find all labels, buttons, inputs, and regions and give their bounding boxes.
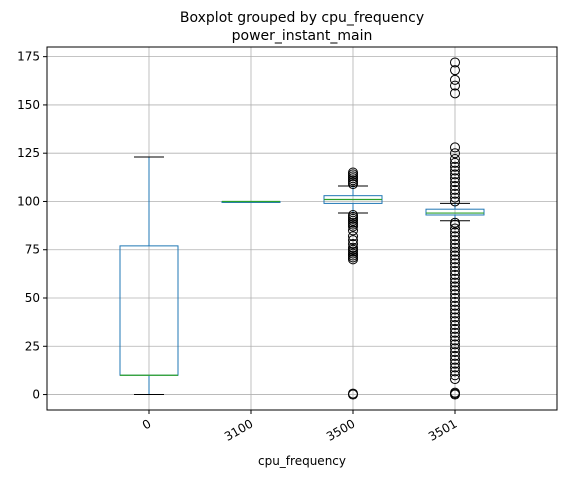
flier-point xyxy=(450,242,460,253)
flier-point xyxy=(450,374,460,385)
flier-point xyxy=(348,242,358,253)
flier-point xyxy=(450,231,460,242)
flier-point xyxy=(450,142,460,153)
flier-point xyxy=(450,320,460,331)
flier-point xyxy=(450,165,460,176)
flier-point xyxy=(450,223,460,234)
flier-point xyxy=(450,289,460,300)
flier-point xyxy=(450,238,460,249)
flier-point xyxy=(450,227,460,238)
flier-point xyxy=(348,235,358,246)
x-tick-label: 3501 xyxy=(426,416,459,443)
flier-point xyxy=(450,316,460,327)
chart-subtitle: power_instant_main xyxy=(232,28,373,44)
flier-point xyxy=(348,231,358,242)
flier-point xyxy=(348,209,358,220)
flier-point xyxy=(450,254,460,265)
flier-point xyxy=(450,350,460,361)
y-tick-label: 75 xyxy=(25,243,40,257)
flier-point xyxy=(450,362,460,373)
flier-point xyxy=(450,339,460,350)
x-tick-label: 3500 xyxy=(324,416,357,443)
flier-point xyxy=(450,184,460,195)
flier-point xyxy=(450,370,460,381)
flier-point xyxy=(450,161,460,172)
flier-point xyxy=(450,285,460,296)
flier-point xyxy=(348,167,358,178)
flier-point xyxy=(450,358,460,369)
flier-point xyxy=(450,57,460,68)
flier-point xyxy=(450,153,460,164)
flier-point xyxy=(450,80,460,91)
flier-point xyxy=(450,347,460,358)
flier-point xyxy=(450,188,460,199)
y-tick-label: 100 xyxy=(17,194,40,208)
flier-point xyxy=(450,217,460,228)
flier-point xyxy=(450,308,460,319)
flier-point xyxy=(450,277,460,288)
flier-point xyxy=(450,88,460,99)
flier-point xyxy=(450,354,460,365)
chart-title: Boxplot grouped by cpu_frequency xyxy=(180,10,424,26)
flier-point xyxy=(450,181,460,192)
flier-point xyxy=(450,312,460,323)
flier-point xyxy=(450,169,460,180)
flier-point xyxy=(450,281,460,292)
flier-point xyxy=(450,300,460,311)
flier-point xyxy=(450,74,460,85)
flier-point xyxy=(450,250,460,261)
y-tick-label: 50 xyxy=(25,291,40,305)
flier-point xyxy=(450,323,460,334)
flier-point xyxy=(450,148,460,159)
flier-point xyxy=(348,238,358,249)
y-tick-label: 150 xyxy=(17,98,40,112)
flier-point xyxy=(450,269,460,280)
y-tick-label: 0 xyxy=(32,388,40,402)
flier-point xyxy=(450,235,460,246)
flier-point xyxy=(450,387,460,398)
flier-point xyxy=(450,262,460,273)
flier-point xyxy=(450,331,460,342)
flier-point xyxy=(450,343,460,354)
flier-point xyxy=(450,157,460,168)
flier-point xyxy=(450,296,460,307)
flier-point xyxy=(450,65,460,76)
flier-point xyxy=(348,225,358,236)
x-tick-label: 0 xyxy=(140,416,154,432)
y-tick-label: 125 xyxy=(17,146,40,160)
flier-point xyxy=(450,327,460,338)
flier-point xyxy=(450,258,460,269)
box-body xyxy=(425,208,485,216)
x-axis-label: cpu_frequency xyxy=(258,454,346,468)
flier-point xyxy=(450,177,460,188)
flier-point xyxy=(450,246,460,257)
flier-point xyxy=(450,293,460,304)
y-tick-label: 175 xyxy=(17,50,40,64)
flier-point xyxy=(450,335,460,346)
flier-point xyxy=(348,388,358,399)
flier-point xyxy=(450,196,460,207)
x-tick-label: 3100 xyxy=(222,416,255,443)
flier-point xyxy=(450,366,460,377)
flier-point xyxy=(450,173,460,184)
flier-point xyxy=(450,192,460,203)
flier-point xyxy=(450,304,460,315)
plot-frame xyxy=(46,46,558,411)
flier-point xyxy=(450,273,460,284)
y-tick-label: 25 xyxy=(25,339,40,353)
flier-point xyxy=(450,265,460,276)
